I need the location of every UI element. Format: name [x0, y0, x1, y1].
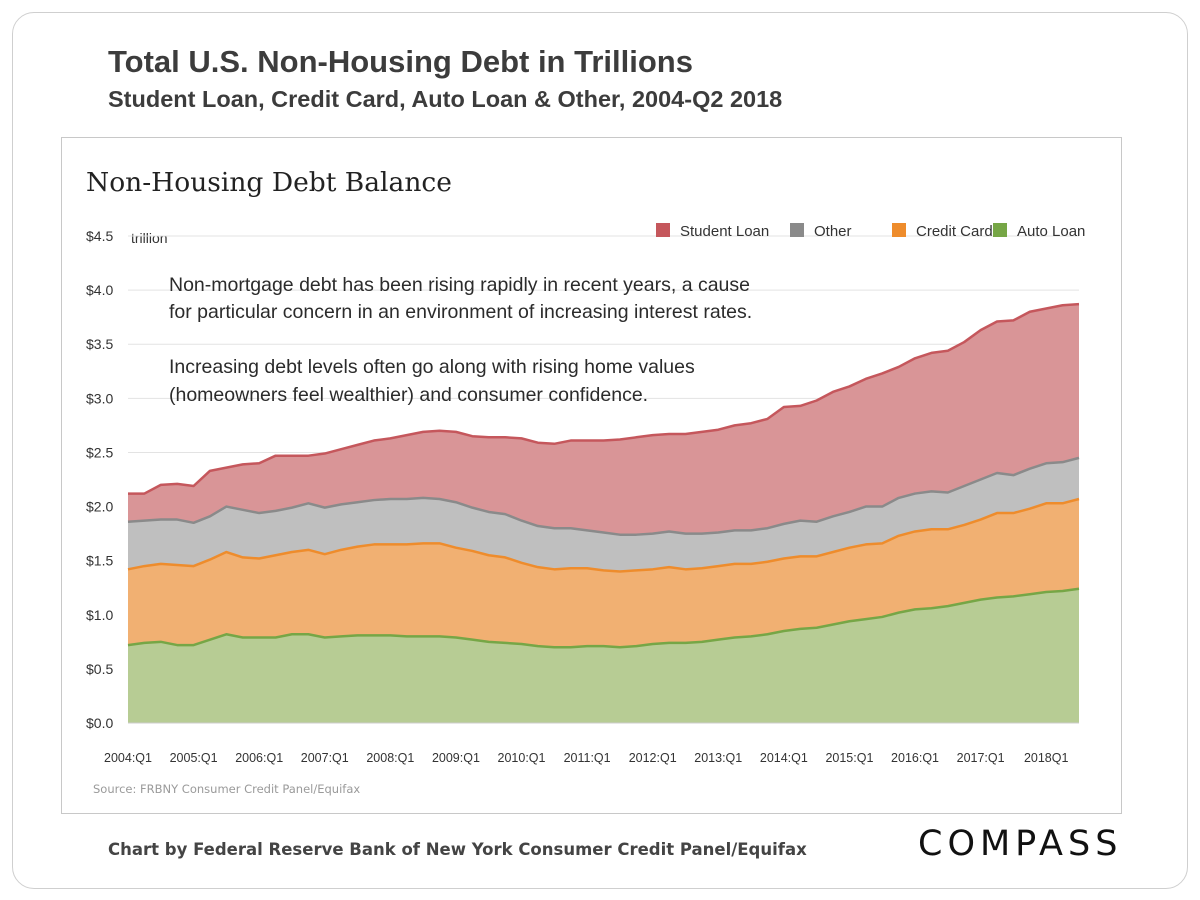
x-tick-label: 2008:Q1 [366, 751, 414, 765]
y-tick-label: $3.5 [86, 336, 113, 352]
chart-title: Non-Housing Debt Balance [86, 167, 452, 198]
page-title: Total U.S. Non-Housing Debt in Trillions [108, 44, 693, 79]
compass-logo: COMPASS [918, 824, 1123, 864]
legend-label: Credit Card [916, 223, 993, 240]
area-credit-card [128, 498, 1079, 648]
line-auto-loan [127, 587, 1080, 649]
y-tick-label: $1.0 [86, 607, 113, 623]
annotation-line: for particular concern in an environment… [169, 301, 752, 323]
x-tick-label: 2015:Q1 [825, 751, 873, 765]
y-tick-label: $2.0 [86, 499, 113, 515]
y-tick-label: $1.5 [86, 553, 113, 569]
x-tick-label: 2012:Q1 [629, 751, 677, 765]
area-student-loan [128, 304, 1079, 535]
annotation-line: Increasing debt levels often go along wi… [169, 356, 695, 378]
legend-swatch [790, 223, 804, 237]
y-unit-label: trillion [131, 230, 168, 246]
y-tick-label: $2.5 [86, 444, 113, 460]
debt-area-chart: Non-Housing Debt Balance trillion $0.0 $0… [86, 167, 1085, 796]
x-tick-label: 2007:Q1 [301, 751, 349, 765]
y-tick-label: $3.0 [86, 390, 113, 406]
legend-swatch [656, 223, 670, 237]
x-tick-label: 2011:Q1 [564, 751, 611, 765]
legend-swatch [993, 223, 1007, 237]
area-auto-loan [128, 588, 1079, 723]
chart-frame: Non-Housing Debt Balance trillion $0.0 $0… [61, 137, 1122, 814]
page-subtitle: Student Loan, Credit Card, Auto Loan & O… [108, 86, 783, 112]
x-tick-label: 2009:Q1 [432, 751, 480, 765]
x-tick-label: 2018Q1 [1024, 751, 1069, 765]
x-tick-label: 2017:Q1 [957, 751, 1005, 765]
line-student-loan [128, 302, 1080, 495]
x-tick-label: 2016:Q1 [891, 751, 939, 765]
y-tick-label: $4.5 [86, 228, 113, 244]
annotation-line: (homeowners feel wealthier) and consumer… [169, 384, 648, 406]
area-other [128, 457, 1079, 572]
x-tick-label: 2014:Q1 [760, 751, 808, 765]
x-tick-label: 2010:Q1 [498, 751, 546, 765]
footer-credit: Chart by Federal Reserve Bank of New Yor… [108, 840, 807, 859]
line-credit-card [127, 497, 1080, 573]
y-tick-label: $4.0 [86, 282, 113, 298]
y-tick-label: $0.5 [86, 661, 113, 677]
x-tick-label: 2004:Q1 [104, 751, 152, 765]
annotation-line: Non-mortgage debt has been rising rapidl… [169, 274, 750, 296]
line-other [127, 456, 1080, 536]
legend-swatch [892, 223, 906, 237]
y-tick-label: $0.0 [86, 715, 113, 731]
legend-label: Student Loan [680, 223, 769, 240]
x-tick-label: 2013:Q1 [694, 751, 742, 765]
x-tick-label: 2005:Q1 [170, 751, 218, 765]
x-tick-label: 2006:Q1 [235, 751, 283, 765]
source-note: Source: FRBNY Consumer Credit Panel/Equi… [93, 782, 360, 796]
legend-label: Auto Loan [1017, 223, 1085, 240]
legend-label: Other [814, 223, 852, 240]
